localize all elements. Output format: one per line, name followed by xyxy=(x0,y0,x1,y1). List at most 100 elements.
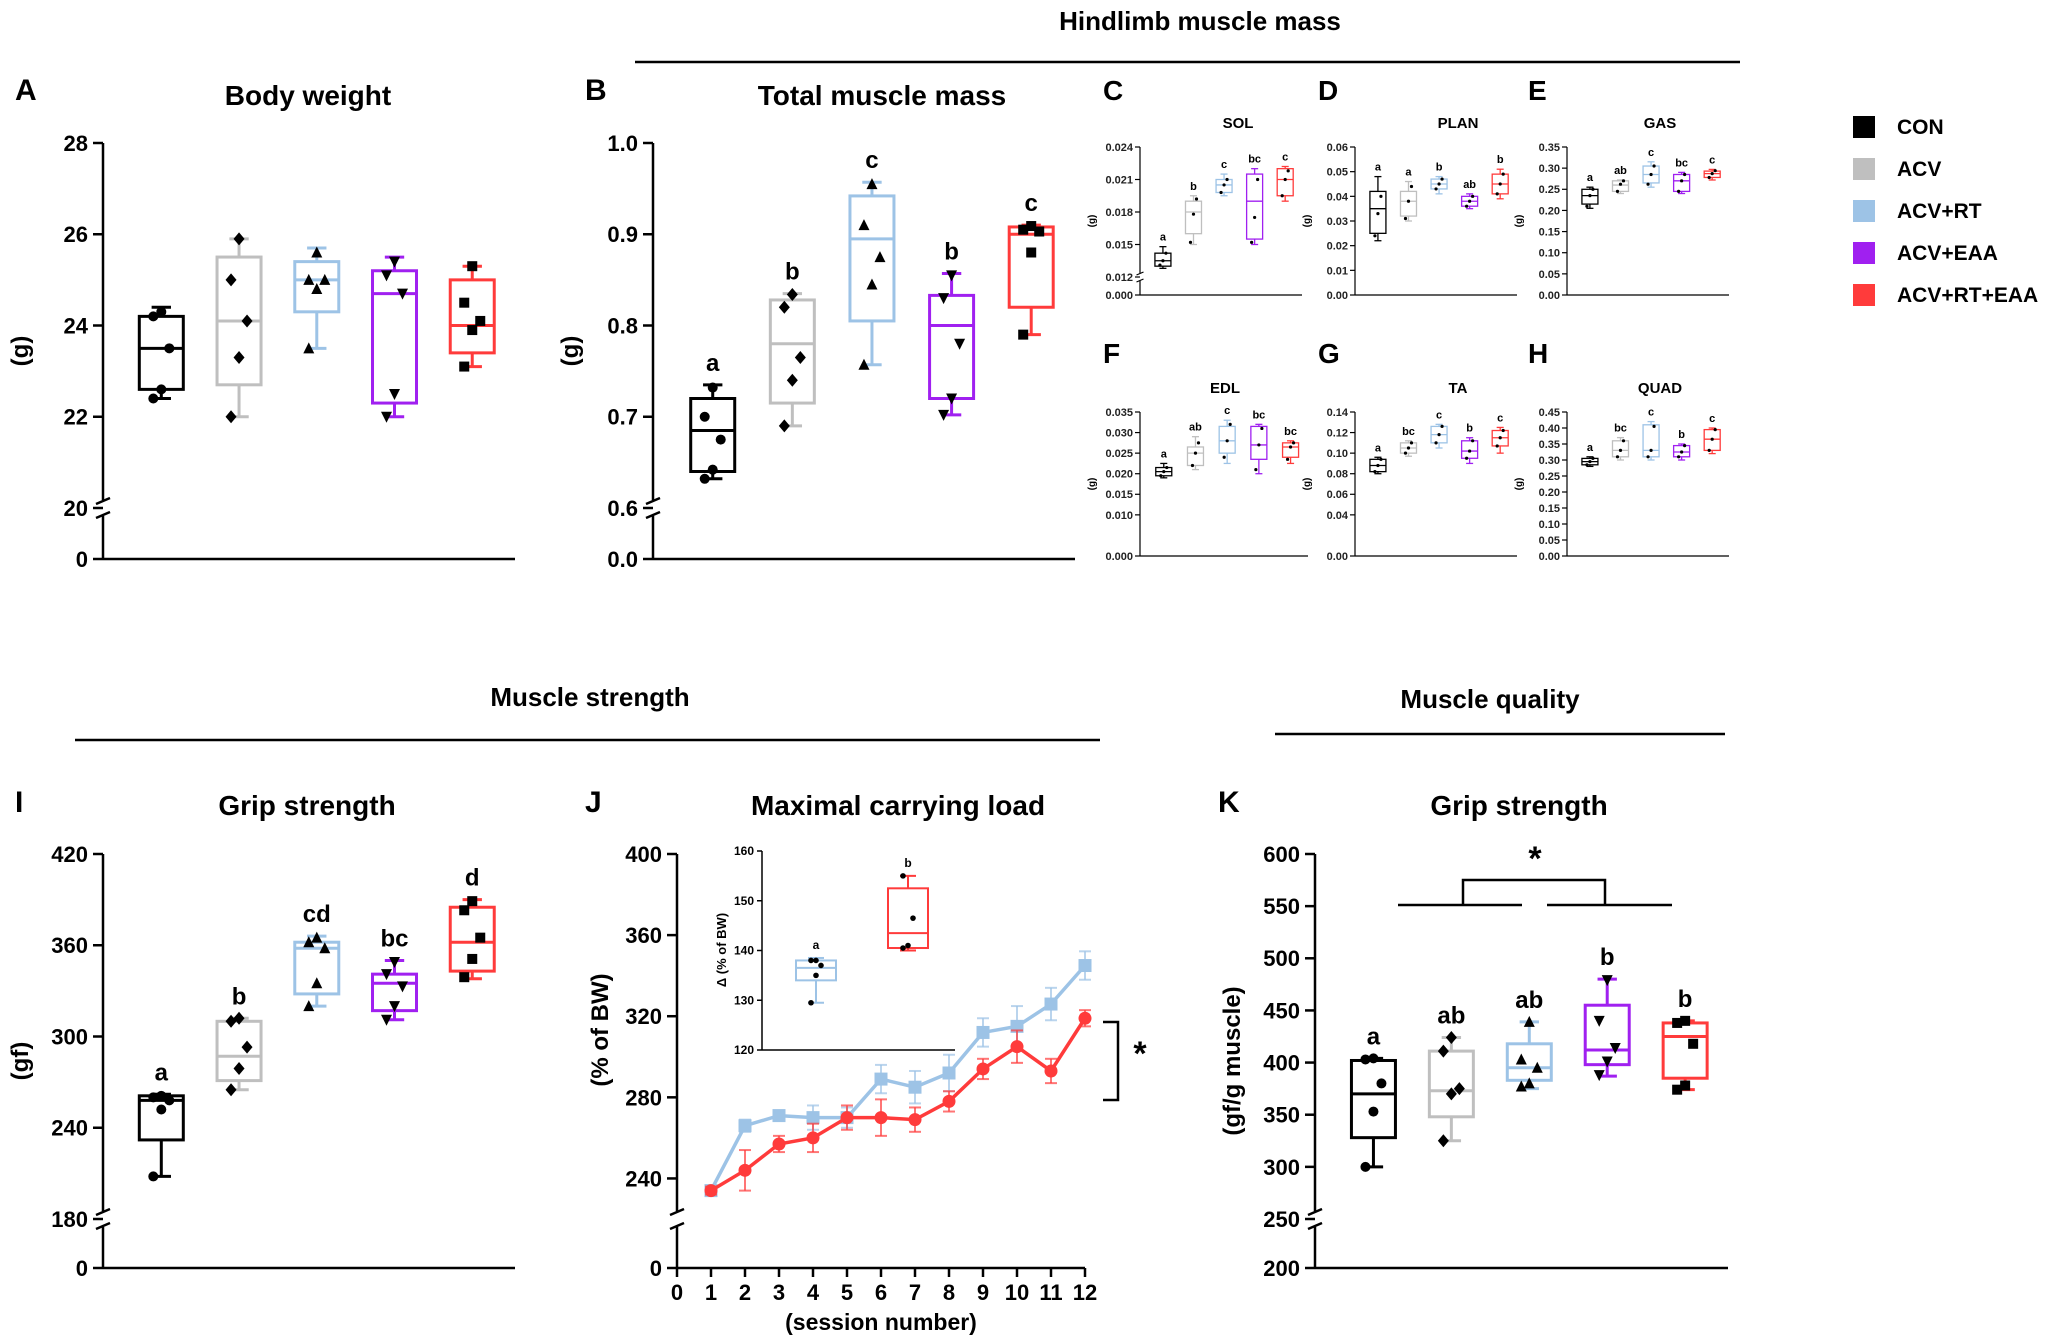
data-point-1 xyxy=(1191,212,1196,216)
data-point-2 xyxy=(1260,426,1264,431)
y-tick-label-4: 0.6 xyxy=(607,496,638,521)
data-point-0 xyxy=(1465,204,1469,208)
panel-title-E: GAS xyxy=(1644,115,1677,132)
y-tick-label-2: 300 xyxy=(51,1024,88,1049)
box-C-4: c xyxy=(1276,152,1294,202)
box-I-4: d xyxy=(448,865,496,983)
y-axis-label-A: (g) xyxy=(7,336,34,367)
data-point-2 xyxy=(1501,428,1505,433)
data-point-1 xyxy=(866,278,878,290)
series-point-4 xyxy=(840,1111,854,1125)
data-point-4 xyxy=(467,896,478,907)
x-tick-label-7: 7 xyxy=(909,1280,921,1305)
panel-title-D: PLAN xyxy=(1438,115,1479,132)
y-tick-label-4: 400 xyxy=(1263,1050,1300,1075)
inset-y-axis-label: Δ (% of BW) xyxy=(714,913,729,987)
data-point-4 xyxy=(813,957,819,964)
y-tick-label-5: 0 xyxy=(650,1256,662,1281)
y-axis-break-mark-upper xyxy=(645,496,661,506)
significance-letter: c xyxy=(1025,190,1038,217)
y-tick-label-2: 0.10 xyxy=(1327,448,1348,460)
data-point-0 xyxy=(1437,1134,1449,1148)
data-point-2 xyxy=(319,273,331,285)
panel-letter-F: F xyxy=(1103,338,1120,369)
box-iqr xyxy=(371,269,419,405)
box-G-4: c xyxy=(1491,412,1509,454)
data-point-0 xyxy=(1158,263,1162,267)
box-iqr xyxy=(448,278,496,355)
data-point-0 xyxy=(459,972,470,983)
data-point-3 xyxy=(381,270,393,282)
y-tick-label-0: 420 xyxy=(51,842,88,867)
box-B-4: c xyxy=(1007,190,1055,340)
data-point-1 xyxy=(233,350,245,364)
significance-letter: c xyxy=(865,147,878,174)
panel-letter-E: E xyxy=(1528,75,1547,106)
significance-asterisk-k: * xyxy=(1528,840,1542,878)
panel-letter-K: K xyxy=(1218,786,1240,819)
data-point-2 xyxy=(1376,1078,1387,1089)
box-H-3: b xyxy=(1672,429,1691,461)
y-axis-label-I: (gf) xyxy=(7,1042,34,1081)
significance-letter: a xyxy=(813,938,820,952)
significance-letter: c xyxy=(1224,405,1230,417)
panel-letter-G: G xyxy=(1318,338,1340,369)
data-point-0 xyxy=(1254,468,1258,472)
y-tick-label-8: 200 xyxy=(1263,1256,1300,1281)
box-A-3 xyxy=(371,255,419,423)
data-point-3 xyxy=(303,936,315,948)
box-iqr xyxy=(887,887,929,950)
inset-y-tick-label-4: 120 xyxy=(734,1043,754,1057)
data-point-2 xyxy=(397,981,409,993)
y-axis-label-J: (% of BW) xyxy=(587,973,614,1086)
series-point-5 xyxy=(874,1072,888,1086)
significance-letter: a xyxy=(1375,162,1382,174)
box-E-1: ab xyxy=(1611,165,1630,195)
y-tick-label-5: 0 xyxy=(76,547,88,572)
x-tick-label-4: 4 xyxy=(807,1280,820,1305)
data-point-2 xyxy=(910,915,916,921)
significance-letter: c xyxy=(1282,152,1288,164)
y-tick-label-6: 0.15 xyxy=(1539,503,1560,515)
data-point-0 xyxy=(225,410,237,424)
y-tick-label-2: 320 xyxy=(625,1004,662,1029)
inset-chart: 160 150 140 130 120 Δ (% of BW) a b xyxy=(714,844,955,1057)
box-B-0: a xyxy=(689,350,737,484)
data-point-2 xyxy=(241,1040,253,1054)
data-point-1 xyxy=(389,388,401,400)
data-point-1 xyxy=(1257,443,1261,447)
data-point-3 xyxy=(459,905,470,916)
box-I-2: cd xyxy=(293,901,341,1012)
data-point-4 xyxy=(1026,221,1037,232)
y-axis-label-G: (g) xyxy=(1302,478,1313,491)
series-1 xyxy=(704,1009,1092,1198)
box-C-2: c xyxy=(1215,159,1233,197)
data-point-3 xyxy=(459,297,470,308)
box-E-4: c xyxy=(1703,154,1721,181)
significance-asterisk-j: * xyxy=(1133,1035,1147,1073)
significance-letter: a xyxy=(1405,167,1412,179)
data-point-1 xyxy=(1588,194,1592,198)
data-point-0 xyxy=(303,342,315,354)
y-tick-label-4: 0.15 xyxy=(1539,227,1560,239)
series-point-1 xyxy=(738,1163,752,1177)
y-axis-label-K: (gf/g muscle) xyxy=(1219,986,1246,1135)
data-point-1 xyxy=(1406,199,1411,203)
y-tick-label-1: 0.021 xyxy=(1105,174,1133,186)
significance-letter: a xyxy=(1587,172,1594,184)
data-point-3 xyxy=(1593,1015,1605,1027)
significance-letter: ab xyxy=(1189,422,1202,434)
data-point-2 xyxy=(1164,251,1168,255)
y-tick-label-5: 0.01 xyxy=(1327,265,1348,277)
series-point-7 xyxy=(942,1066,956,1080)
significance-letter: c xyxy=(1221,159,1227,171)
y-tick-label-0: 0.024 xyxy=(1105,142,1133,154)
data-point-1 xyxy=(1161,259,1165,263)
legend-swatch-4 xyxy=(1853,284,1875,306)
legend-swatch-1 xyxy=(1853,158,1875,180)
significance-letter: b xyxy=(1678,429,1685,441)
panel-b-total-muscle-mass: B Total muscle mass 1.0 0.9 0.8 0.7 0.6 0.0 (g) a… xyxy=(557,74,1075,572)
